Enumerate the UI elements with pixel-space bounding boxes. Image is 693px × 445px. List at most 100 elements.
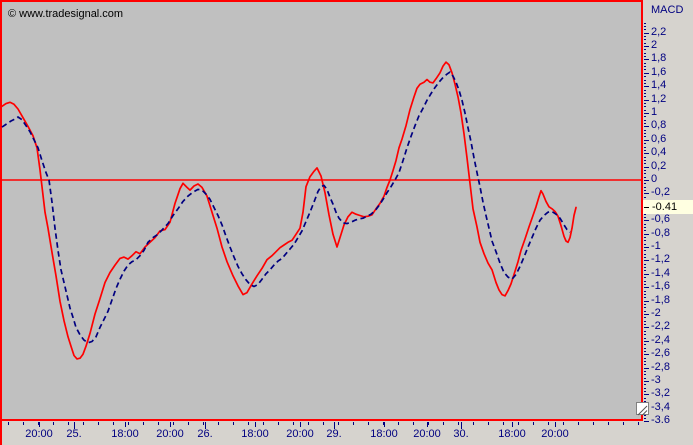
x-axis-tick (125, 422, 126, 427)
x-axis-minor-tick (308, 422, 309, 425)
x-axis-minor-tick (488, 422, 489, 425)
x-axis-minor-tick (53, 422, 54, 425)
y-axis-minor-tick (644, 39, 646, 41)
x-axis-day-label: 29. (326, 428, 342, 440)
x-axis-minor-tick (443, 422, 444, 425)
plot-area[interactable] (0, 0, 643, 421)
y-axis-tick (644, 300, 649, 302)
y-axis-minor-tick (644, 176, 646, 178)
y-axis-minor-tick (644, 236, 646, 238)
x-axis-time-label: 18:00 (111, 428, 139, 440)
x-axis-tick (300, 422, 301, 427)
y-axis-minor-tick (644, 277, 646, 279)
y-axis-minor-tick (644, 377, 646, 379)
y-axis-label: 1,4 (651, 79, 667, 92)
y-axis-minor-tick (644, 186, 646, 188)
y-axis-tick (644, 381, 649, 382)
x-axis-time-label: 18:00 (241, 428, 269, 440)
y-axis-minor-tick (644, 263, 646, 265)
value-axis[interactable]: MACD 2,2 2 1,8 1,6 1,4 1,2 1 0,8 0,6 0,4 0,2 0 -0,2 -… (643, 0, 693, 445)
y-axis-minor-tick (644, 133, 646, 135)
time-axis[interactable]: 20:00 25. 18:00 20:00 26. 18:00 20:00 29. 18:00 2… (0, 421, 693, 445)
y-axis-label: -3 (651, 374, 661, 386)
x-axis-minor-tick (203, 422, 204, 425)
y-axis-label: -1,8 (651, 293, 670, 306)
y-axis-label: 0,4 (651, 146, 667, 159)
x-axis-minor-tick (518, 422, 519, 425)
y-axis-label: 1 (651, 106, 658, 118)
x-axis-tick (170, 422, 171, 427)
x-axis-time-label: 20:00 (156, 428, 184, 440)
x-axis-time-label: 20:00 (25, 428, 53, 440)
x-axis-minor-tick (458, 422, 459, 425)
y-axis-tick (644, 394, 649, 396)
y-axis-minor-tick (644, 344, 646, 346)
y-axis-tick (644, 421, 649, 423)
x-axis-minor-tick (278, 422, 279, 425)
last-value-marker: -0.41 (643, 200, 693, 214)
y-axis-minor-tick (644, 324, 646, 325)
y-axis-minor-tick (644, 280, 646, 282)
y-axis-minor-tick (644, 89, 646, 91)
y-axis-tick (644, 247, 649, 248)
y-axis-label: 0,8 (651, 119, 667, 132)
y-axis-minor-tick (644, 76, 646, 78)
y-axis-minor-tick (644, 397, 646, 399)
x-axis-minor-tick (338, 422, 339, 425)
y-axis-tick (644, 180, 649, 181)
x-axis-minor-tick (593, 422, 594, 425)
y-axis-minor-tick (644, 156, 646, 158)
y-axis-minor-tick (644, 42, 646, 44)
y-axis-minor-tick (644, 96, 646, 98)
y-axis-label: -2,4 (651, 333, 670, 346)
x-axis-minor-tick (428, 422, 429, 425)
y-axis-minor-tick (644, 143, 646, 145)
y-axis-minor-tick (644, 102, 646, 104)
y-axis-minor-tick (644, 330, 646, 332)
x-axis-minor-tick (323, 422, 324, 425)
x-axis-minor-tick (413, 422, 414, 425)
x-axis-tick (555, 422, 556, 427)
x-axis-tick (427, 422, 428, 427)
x-axis-minor-tick (383, 422, 384, 425)
y-axis-minor-tick (644, 129, 646, 131)
y-axis-minor-tick (644, 290, 646, 292)
y-axis-label: -3,4 (651, 400, 670, 413)
x-axis-minor-tick (128, 422, 129, 425)
y-axis-minor-tick (644, 82, 646, 84)
y-axis-minor-tick (644, 79, 646, 81)
x-axis-minor-tick (398, 422, 399, 425)
x-axis-tick (512, 422, 513, 427)
y-axis-minor-tick (644, 25, 646, 27)
resize-grip-icon[interactable] (636, 402, 649, 416)
x-axis-tick (334, 422, 335, 429)
y-axis-label: 1,8 (651, 52, 667, 65)
y-axis-tick (644, 139, 649, 141)
y-axis-label: -1,6 (651, 280, 670, 293)
x-axis-time-label: 20:00 (413, 428, 441, 440)
x-axis-minor-tick (548, 422, 549, 425)
x-axis-minor-tick (563, 422, 564, 425)
y-axis-minor-tick (644, 223, 646, 225)
y-axis-label: -1 (651, 240, 661, 252)
y-axis-minor-tick (644, 303, 646, 305)
y-axis-minor-tick (644, 360, 646, 362)
y-axis-minor-tick (644, 243, 646, 245)
marker-tick-icon (644, 207, 649, 208)
y-axis-minor-tick (644, 310, 646, 312)
y-axis-minor-tick (644, 270, 646, 272)
x-axis-minor-tick (143, 422, 144, 425)
y-axis-minor-tick (644, 66, 646, 68)
x-axis-minor-tick (98, 422, 99, 425)
x-axis-minor-tick (503, 422, 504, 425)
y-axis-tick (644, 220, 649, 222)
plot-border-left-extension (0, 421, 2, 445)
x-axis-day-label: 30. (453, 428, 469, 440)
y-axis-minor-tick (644, 253, 646, 255)
y-axis-tick (644, 314, 649, 315)
x-axis-minor-tick (188, 422, 189, 425)
y-axis-tick (644, 126, 649, 128)
y-axis-tick (644, 166, 649, 168)
y-axis-label: -2,8 (651, 360, 670, 373)
y-axis-tick (644, 32, 649, 34)
